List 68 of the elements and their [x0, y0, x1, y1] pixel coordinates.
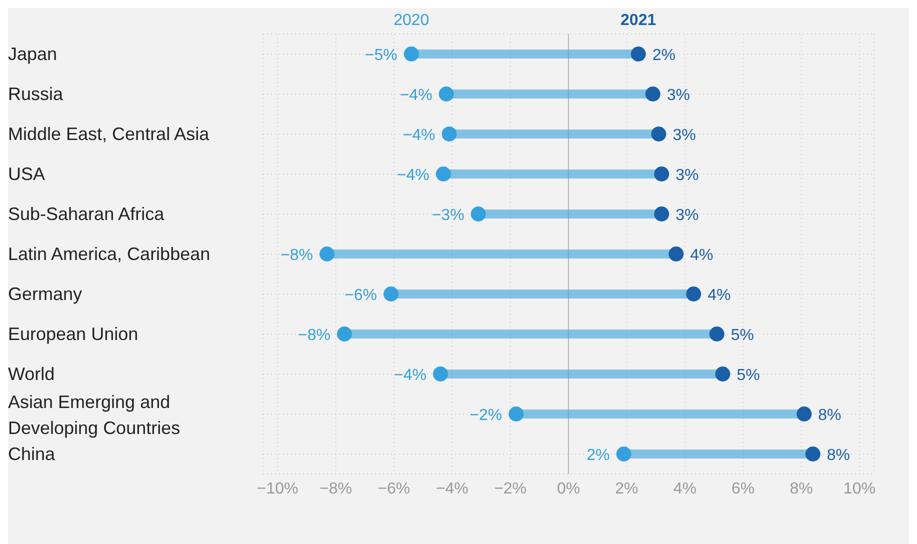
point [508, 406, 524, 422]
y-tick-label: Middle East, Central Asia [8, 124, 210, 144]
data-label: 4% [708, 287, 731, 304]
series-label: 2020 [392, 12, 430, 30]
point [654, 166, 670, 182]
y-tick-label: Germany [8, 284, 82, 304]
x-tick-label: −8% [320, 480, 352, 498]
y-tick-label: Sub-Saharan Africa [8, 204, 166, 224]
point [616, 446, 632, 462]
x-tick-label: 4% [673, 480, 696, 498]
data-label: 8% [826, 447, 850, 464]
point [651, 126, 666, 142]
data-label: −8% [280, 247, 314, 264]
point [686, 286, 702, 302]
data-label: 3% [676, 207, 699, 224]
data-label: 5% [736, 367, 760, 384]
data-label: −2% [470, 407, 502, 424]
x-tick-label: −4% [436, 480, 468, 498]
x-tick-label: −6% [378, 480, 410, 498]
y-tick-label: Russia [8, 84, 64, 104]
x-tick-label: 8% [790, 480, 813, 498]
data-label: −4% [402, 127, 436, 144]
data-label: 2% [652, 47, 676, 64]
point [668, 246, 684, 262]
x-tick-label: −10% [256, 480, 298, 498]
point [442, 126, 457, 142]
x-tick-label: 0% [556, 480, 580, 498]
data-label: −4% [394, 367, 426, 384]
point [320, 246, 335, 262]
data-label: −3% [432, 207, 464, 224]
data-label: 3% [672, 127, 696, 144]
data-label: 5% [730, 327, 754, 344]
y-tick-label: European Union [8, 324, 138, 344]
series-label: 2021 [620, 12, 658, 30]
point [630, 46, 646, 62]
x-tick-label: 10% [843, 480, 876, 498]
point [436, 166, 451, 182]
data-label: −8% [298, 327, 330, 344]
point [709, 326, 724, 342]
data-label: 2% [586, 447, 610, 464]
point [715, 366, 730, 382]
y-tick-label: Latin America, Caribbean [8, 244, 210, 264]
data-label: −4% [396, 167, 430, 184]
point [654, 206, 670, 222]
data-label: −4% [400, 87, 432, 104]
y-tick-label: Japan [8, 44, 58, 64]
point [805, 446, 820, 462]
x-tick-label: −2% [494, 480, 527, 498]
y-tick-label: World [8, 364, 55, 384]
x-tick-label: 6% [732, 480, 755, 498]
x-tick-label: 2% [615, 480, 638, 498]
y-tick-label: USA [8, 164, 46, 184]
y-tick-label: China [8, 444, 56, 464]
data-label: 4% [690, 247, 714, 264]
point [645, 86, 660, 102]
point [336, 326, 352, 342]
data-label: −6% [344, 287, 378, 304]
data-label: 3% [666, 87, 690, 104]
point [432, 366, 448, 382]
data-label: 8% [818, 407, 842, 424]
data-label: 3% [676, 167, 699, 184]
point [404, 46, 419, 62]
point [384, 286, 399, 302]
y-tick-label: Asian Emerging and Developing Countries [8, 392, 180, 438]
point [470, 206, 486, 222]
data-label: −5% [364, 47, 398, 64]
point [438, 86, 454, 102]
point [796, 406, 812, 422]
